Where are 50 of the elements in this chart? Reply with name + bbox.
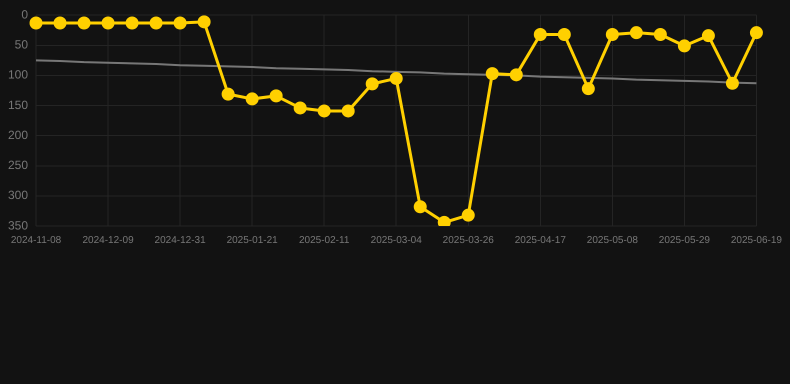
x-tick-label: 2025-06-19 <box>730 234 782 246</box>
x-tick-label: 2024-12-31 <box>154 234 206 246</box>
point <box>606 28 619 41</box>
point <box>54 16 67 30</box>
point <box>630 26 643 40</box>
point <box>342 104 355 118</box>
point <box>654 28 667 41</box>
point <box>486 67 499 80</box>
point <box>366 77 379 90</box>
point <box>318 104 331 118</box>
y-tick-label: 50 <box>14 38 28 52</box>
point <box>510 68 523 82</box>
point <box>390 72 403 85</box>
x-tick-label: 2025-05-08 <box>586 234 638 246</box>
point <box>534 28 547 41</box>
point <box>414 200 427 214</box>
point <box>678 39 691 52</box>
point <box>78 16 91 30</box>
point <box>558 28 571 41</box>
y-tick-label: 0 <box>21 8 28 22</box>
y-tick-label: 250 <box>8 158 28 172</box>
x-tick-label: 2025-01-21 <box>226 234 278 246</box>
point <box>174 16 187 30</box>
point <box>438 216 451 226</box>
point <box>702 29 715 42</box>
point <box>294 101 307 114</box>
y-tick-label: 300 <box>8 188 28 202</box>
point <box>750 26 763 40</box>
x-tick-label: 2025-04-17 <box>514 234 566 246</box>
point <box>126 16 139 30</box>
y-tick-label: 200 <box>8 128 28 142</box>
x-tick-label: 2025-02-11 <box>298 234 350 246</box>
point <box>726 76 739 90</box>
point <box>270 89 283 102</box>
y-tick-label: 100 <box>8 68 28 82</box>
point <box>582 82 595 96</box>
point <box>30 16 43 30</box>
point <box>462 208 475 222</box>
y-tick-label: 350 <box>8 218 28 232</box>
point <box>246 92 259 106</box>
y-tick-label: 150 <box>8 98 28 112</box>
x-tick-label: 2025-03-04 <box>370 234 422 246</box>
x-tick-label: 2024-12-09 <box>82 234 134 246</box>
point <box>150 16 163 30</box>
x-tick-label: 2025-03-26 <box>442 234 494 246</box>
x-tick-label: 2025-05-29 <box>658 234 710 246</box>
point <box>198 15 211 28</box>
point <box>222 88 235 101</box>
point <box>102 16 115 30</box>
x-tick-label: 2024-11-08 <box>10 234 62 246</box>
